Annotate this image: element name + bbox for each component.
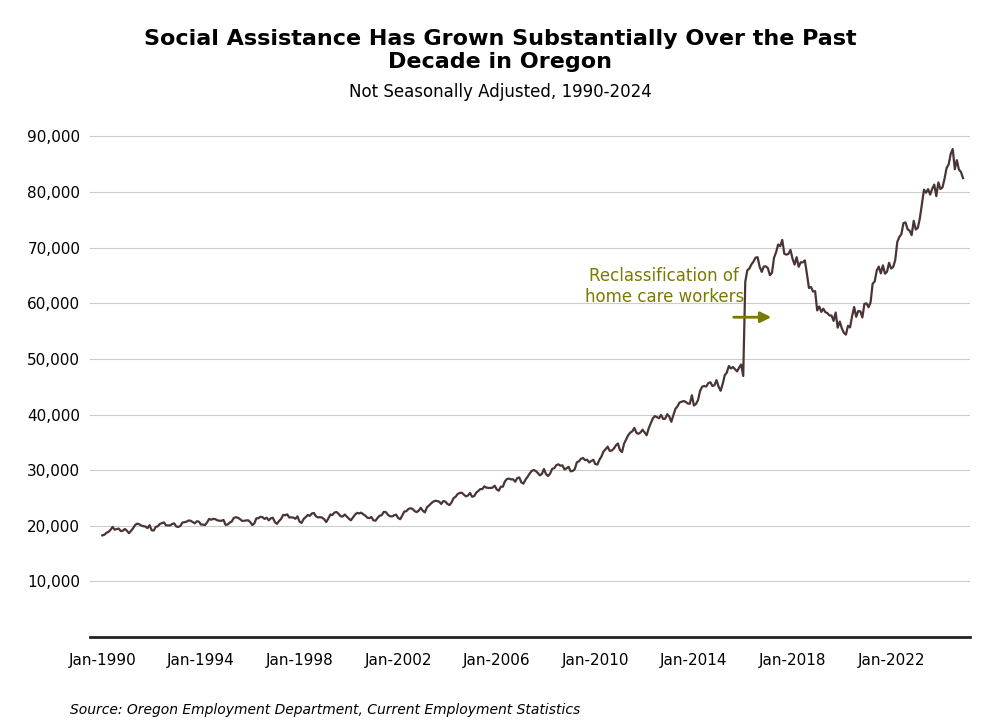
Text: Reclassification of
home care workers: Reclassification of home care workers bbox=[585, 267, 744, 306]
Text: Not Seasonally Adjusted, 1990-2024: Not Seasonally Adjusted, 1990-2024 bbox=[349, 83, 651, 101]
Text: Social Assistance Has Grown Substantially Over the Past
Decade in Oregon: Social Assistance Has Grown Substantiall… bbox=[144, 29, 856, 72]
Text: Source: Oregon Employment Department, Current Employment Statistics: Source: Oregon Employment Department, Cu… bbox=[70, 703, 580, 717]
